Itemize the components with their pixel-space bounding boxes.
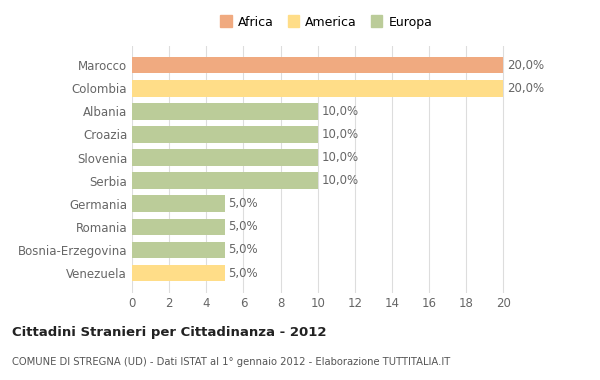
Text: 5,0%: 5,0% (229, 244, 258, 256)
Text: 10,0%: 10,0% (322, 174, 359, 187)
Bar (132, 80, 503, 97)
Bar (132, 103, 318, 120)
Bar (132, 218, 225, 235)
Legend: Africa, America, Europa: Africa, America, Europa (218, 12, 436, 33)
Text: 5,0%: 5,0% (229, 197, 258, 210)
Bar (132, 57, 503, 73)
Bar (132, 242, 225, 258)
Bar (132, 173, 318, 189)
Bar (132, 265, 225, 281)
Text: 10,0%: 10,0% (322, 105, 359, 118)
Text: 5,0%: 5,0% (229, 220, 258, 233)
Text: 20,0%: 20,0% (507, 59, 544, 72)
Text: COMUNE DI STREGNA (UD) - Dati ISTAT al 1° gennaio 2012 - Elaborazione TUTTITALIA: COMUNE DI STREGNA (UD) - Dati ISTAT al 1… (12, 357, 450, 367)
Text: 10,0%: 10,0% (322, 151, 359, 164)
Bar (132, 149, 318, 166)
Text: 20,0%: 20,0% (507, 82, 544, 95)
Text: 5,0%: 5,0% (229, 266, 258, 280)
Bar (132, 126, 318, 143)
Text: Cittadini Stranieri per Cittadinanza - 2012: Cittadini Stranieri per Cittadinanza - 2… (12, 326, 326, 339)
Bar (132, 195, 225, 212)
Text: 10,0%: 10,0% (322, 128, 359, 141)
